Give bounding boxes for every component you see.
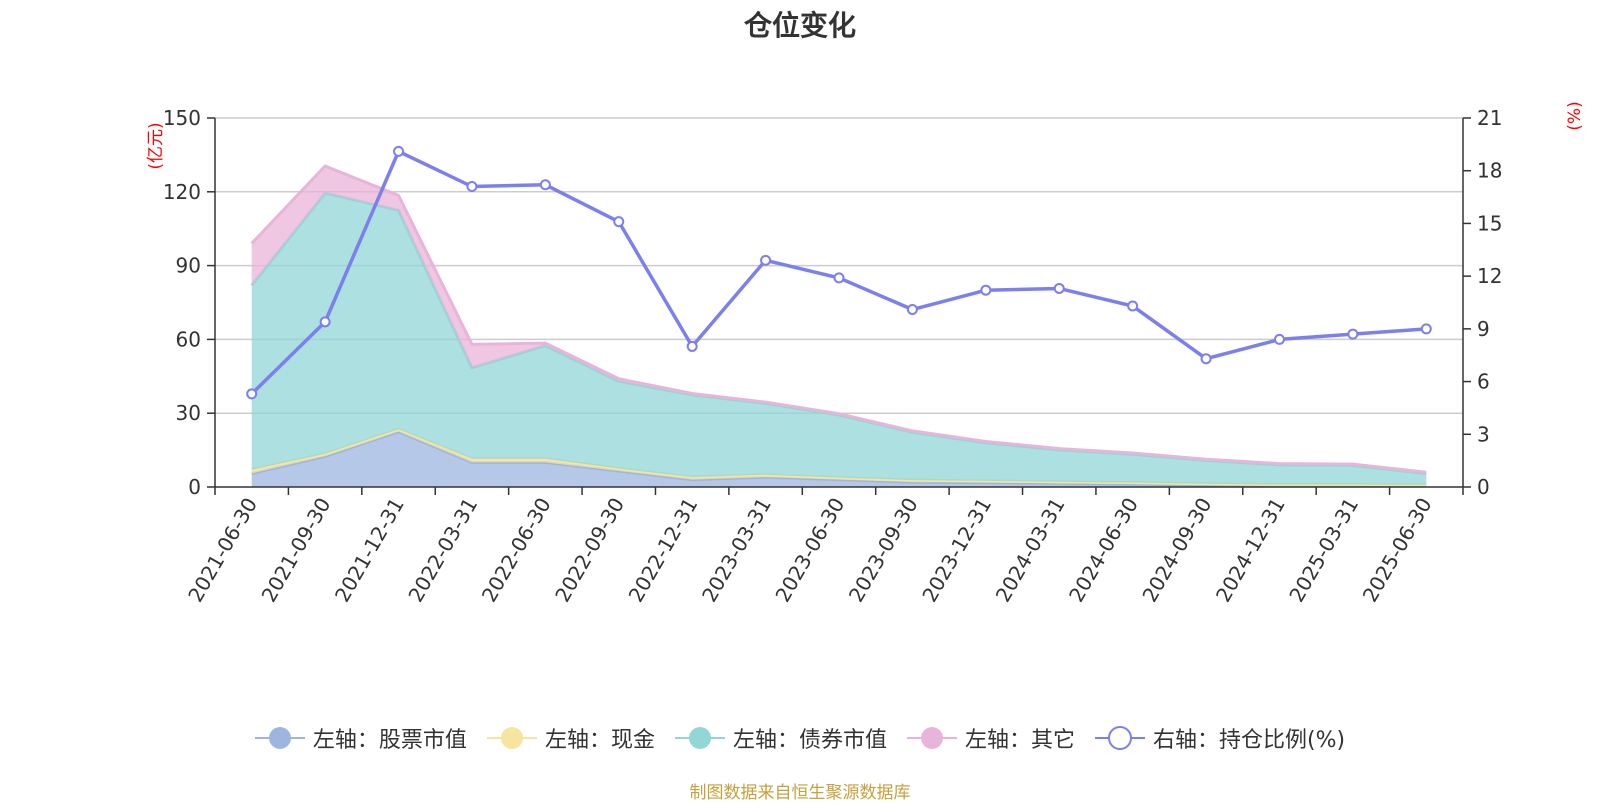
chart-title: 仓位变化 <box>743 9 856 42</box>
area-line-chart: 03060901201500369121518212021-06-302021-… <box>146 101 1585 607</box>
x-tick-label: 2024-09-30 <box>1137 494 1216 607</box>
x-tick-label: 2025-06-30 <box>1358 494 1437 607</box>
x-tick-label: 2022-12-31 <box>624 494 703 607</box>
right-axis-unit: (%) <box>1565 101 1585 130</box>
left-tick-label: 30 <box>176 401 201 425</box>
right-tick-label: 0 <box>1477 475 1490 499</box>
legend-label-stock: 左轴：股票市值 <box>312 728 467 753</box>
x-tick-label: 2023-03-31 <box>697 494 776 607</box>
ratio-point <box>319 316 331 328</box>
legend-item-other[interactable]: 左轴：其它 <box>906 722 1075 754</box>
left-axis-unit: (亿元) <box>146 122 166 169</box>
legend-item-ratio[interactable]: 右轴：持仓比例(%) <box>1094 722 1346 754</box>
legend-ratio-icon <box>1094 726 1145 750</box>
x-tick-label: 2021-12-31 <box>330 494 409 607</box>
area-other <box>251 165 1427 474</box>
x-tick-label: 2023-06-30 <box>770 494 849 607</box>
area-stock <box>251 431 1427 487</box>
right-tick-label: 12 <box>1477 264 1502 288</box>
right-tick-label: 18 <box>1477 159 1502 183</box>
ratio-point <box>686 340 698 352</box>
x-tick-label: 2025-03-31 <box>1284 494 1363 607</box>
ratio-point <box>613 216 625 228</box>
right-tick-label: 15 <box>1477 211 1502 235</box>
legend-item-cash[interactable]: 左轴：现金 <box>486 722 655 754</box>
stacked-areas <box>250 164 1427 488</box>
legend-other-icon <box>906 727 957 749</box>
ratio-point <box>906 304 918 316</box>
x-tick-label: 2023-09-30 <box>844 494 923 607</box>
ratio-point <box>466 181 478 193</box>
x-tick-label: 2024-12-31 <box>1211 494 1290 607</box>
right-tick-label: 3 <box>1477 422 1490 446</box>
area-other-edge <box>250 164 1427 474</box>
x-tick-label: 2022-03-31 <box>403 494 482 607</box>
x-tick-label: 2021-09-30 <box>257 494 336 607</box>
ratio-point <box>539 179 551 191</box>
legend-label-bond: 左轴：债券市值 <box>732 728 887 753</box>
legend-stock-icon <box>254 727 305 749</box>
left-tick-label: 120 <box>163 180 201 204</box>
left-tick-label: 90 <box>176 254 201 278</box>
ratio-point <box>393 145 405 157</box>
legend-label-other: 左轴：其它 <box>964 728 1075 753</box>
legend-item-bond[interactable]: 左轴：债券市值 <box>674 722 887 754</box>
area-bond <box>251 193 1427 485</box>
ratio-line <box>246 145 1432 400</box>
legend-label-cash: 左轴：现金 <box>544 728 655 753</box>
left-tick-label: 150 <box>163 106 201 130</box>
x-tick-label: 2023-12-31 <box>917 493 996 606</box>
ratio-point <box>833 272 845 284</box>
legend-bond-icon <box>674 727 725 749</box>
ratio-point <box>1127 300 1139 312</box>
ratio-point <box>1347 328 1359 340</box>
x-tick-label: 2022-06-30 <box>477 494 556 607</box>
legend-item-stock[interactable]: 左轴：股票市值 <box>254 722 467 754</box>
ratio-point <box>1053 282 1065 294</box>
x-tick-label: 2024-06-30 <box>1064 494 1143 607</box>
ratio-point <box>760 254 772 266</box>
legend-cash-icon <box>486 727 537 749</box>
right-tick-label: 9 <box>1477 317 1490 341</box>
x-tick-label: 2022-09-30 <box>550 494 629 607</box>
source-note: 制图数据来自恒生聚源数据库 <box>689 783 911 803</box>
ratio-point <box>980 284 992 296</box>
ratio-point <box>246 388 258 400</box>
x-tick-label: 2021-06-30 <box>183 494 262 607</box>
ratio-point <box>1200 353 1212 365</box>
ratio-point <box>1273 333 1285 345</box>
right-tick-label: 6 <box>1477 370 1490 394</box>
left-tick-label: 60 <box>176 327 201 351</box>
ratio-point <box>1420 323 1432 335</box>
left-tick-label: 0 <box>188 475 201 499</box>
legend-label-ratio: 右轴：持仓比例(%) <box>1152 728 1346 753</box>
legend: 左轴：股票市值 左轴：现金 左轴：债券市值 左轴：其它 右轴：持仓比例(%) <box>0 722 1600 754</box>
x-tick-label: 2024-03-31 <box>991 494 1070 607</box>
right-tick-label: 21 <box>1477 106 1502 130</box>
